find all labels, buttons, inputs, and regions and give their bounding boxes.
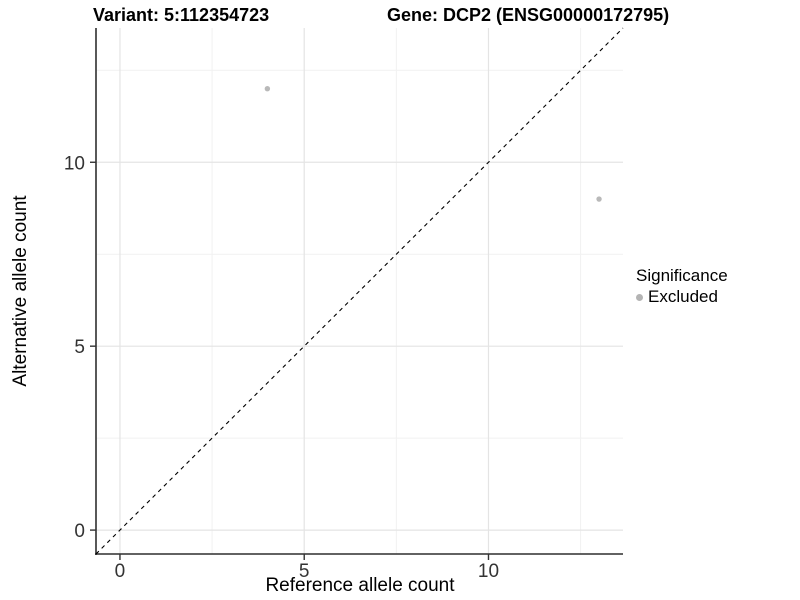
identity-line <box>95 27 624 555</box>
y-axis-label: Alternative allele count <box>10 195 31 387</box>
data-point <box>596 196 602 202</box>
x-tick-label: 0 <box>115 561 126 582</box>
data-point <box>264 85 271 92</box>
plot-title-variant: Variant: 5:112354723 <box>93 5 270 25</box>
legend: Significance Excluded <box>636 265 728 307</box>
x-axis-label: Reference allele count <box>265 575 455 596</box>
legend-item-label: Excluded <box>648 287 718 306</box>
plot-title-gene: Gene: DCP2 (ENSG00000172795) <box>387 5 670 25</box>
x-tick-label: 5 <box>299 561 310 582</box>
y-tick-label: 10 <box>64 153 85 174</box>
y-tick-label: 0 <box>74 521 85 542</box>
legend-title: Significance <box>636 266 728 285</box>
y-tick-label: 5 <box>74 337 85 358</box>
legend-key-dot <box>636 293 643 301</box>
legend-item-excluded: Excluded <box>636 287 728 307</box>
x-tick-label: 10 <box>478 561 499 582</box>
